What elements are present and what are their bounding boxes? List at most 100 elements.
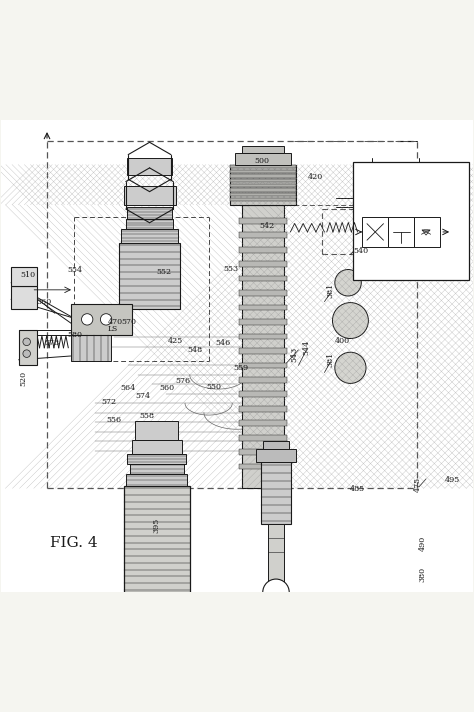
Text: 540: 540: [354, 247, 369, 255]
Text: 485: 485: [350, 486, 365, 493]
Text: LS: LS: [108, 325, 118, 333]
Text: 425: 425: [168, 337, 183, 345]
Text: 500: 500: [255, 157, 270, 165]
FancyArrowPatch shape: [440, 471, 451, 481]
Bar: [239, 377, 287, 382]
Text: 559: 559: [233, 364, 248, 372]
Text: 520: 520: [19, 371, 27, 386]
Bar: [239, 392, 287, 397]
Bar: [239, 420, 287, 426]
Bar: [230, 164, 296, 205]
Text: 542: 542: [259, 222, 274, 230]
Text: 553: 553: [223, 265, 238, 273]
Bar: [230, 169, 296, 173]
Bar: [239, 348, 287, 354]
Bar: [11, 286, 37, 309]
Text: 381: 381: [327, 283, 335, 298]
Text: 554: 554: [68, 266, 83, 273]
Text: 381: 381: [327, 352, 335, 367]
Bar: [239, 449, 287, 455]
Circle shape: [335, 352, 366, 383]
Bar: [124, 486, 190, 592]
Circle shape: [332, 303, 368, 338]
Text: 546: 546: [215, 339, 230, 347]
Text: 574: 574: [135, 392, 150, 400]
Bar: [11, 267, 37, 286]
Bar: [256, 449, 296, 462]
Bar: [230, 198, 296, 201]
Text: 578: 578: [44, 339, 59, 347]
Bar: [230, 174, 296, 178]
Bar: [124, 186, 175, 205]
Bar: [119, 243, 180, 309]
Bar: [239, 464, 287, 469]
Circle shape: [335, 270, 361, 296]
Bar: [362, 216, 388, 247]
Circle shape: [100, 314, 112, 325]
Text: 556: 556: [107, 416, 122, 424]
Text: 475: 475: [413, 477, 421, 492]
Text: 400: 400: [334, 337, 349, 345]
FancyArrowPatch shape: [313, 183, 319, 192]
Bar: [388, 216, 414, 247]
Bar: [239, 435, 287, 441]
Circle shape: [263, 579, 289, 605]
Text: 490: 490: [419, 536, 427, 551]
Text: 580: 580: [68, 331, 83, 339]
Bar: [353, 162, 469, 281]
Bar: [235, 153, 292, 164]
Text: 510: 510: [20, 271, 36, 278]
Text: 470: 470: [108, 318, 123, 326]
FancyArrowPatch shape: [235, 164, 265, 176]
Bar: [239, 305, 287, 310]
Text: 395: 395: [153, 518, 161, 533]
Bar: [18, 330, 36, 365]
Text: 550: 550: [207, 383, 222, 391]
Bar: [239, 362, 287, 368]
Bar: [239, 232, 287, 238]
Bar: [239, 290, 287, 296]
Bar: [128, 207, 172, 219]
Text: 380: 380: [419, 567, 427, 582]
Text: FIG. 4: FIG. 4: [50, 535, 98, 550]
Bar: [71, 304, 132, 335]
Bar: [263, 441, 289, 449]
Bar: [239, 247, 287, 253]
Bar: [230, 179, 296, 182]
Bar: [239, 406, 287, 412]
Circle shape: [82, 314, 93, 325]
Bar: [239, 334, 287, 340]
Text: 570: 570: [122, 318, 137, 326]
Bar: [136, 422, 178, 440]
Text: 495: 495: [445, 476, 460, 484]
Text: 420: 420: [307, 173, 323, 182]
Bar: [242, 146, 284, 153]
Text: 544: 544: [302, 340, 310, 355]
Bar: [261, 462, 292, 524]
Circle shape: [23, 338, 30, 345]
Text: 558: 558: [140, 412, 155, 421]
Bar: [121, 229, 178, 243]
Bar: [126, 219, 173, 229]
Polygon shape: [336, 221, 417, 488]
Bar: [74, 221, 336, 488]
Bar: [230, 165, 296, 168]
Bar: [130, 464, 183, 474]
Text: 572: 572: [102, 398, 117, 407]
Text: 576: 576: [175, 377, 190, 384]
Bar: [127, 159, 172, 175]
Text: 548: 548: [187, 346, 202, 355]
Text: 543: 543: [291, 347, 299, 362]
FancyArrowPatch shape: [80, 272, 117, 289]
Bar: [239, 276, 287, 281]
FancyArrowPatch shape: [153, 200, 167, 213]
Bar: [71, 335, 111, 361]
Bar: [239, 261, 287, 267]
Bar: [239, 319, 287, 325]
Text: 560: 560: [159, 384, 174, 392]
Text: 360: 360: [36, 298, 52, 305]
Bar: [128, 454, 186, 464]
Bar: [230, 184, 296, 187]
Text: 552: 552: [156, 268, 171, 276]
Bar: [268, 524, 284, 583]
